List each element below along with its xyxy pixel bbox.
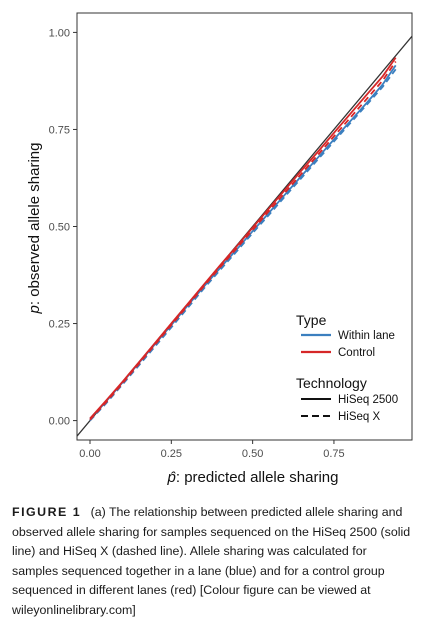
x-tick-label: 0.50	[242, 448, 263, 460]
legend-type-title: Type	[296, 312, 327, 328]
x-tick-label: 0.75	[323, 448, 344, 460]
x-axis: 0.00 0.25 0.50 0.75	[79, 440, 345, 460]
legend-label-control: Control	[338, 347, 375, 359]
figure-caption-text: (a) The relationship between predicted a…	[12, 505, 411, 617]
x-axis-symbol: p̂	[167, 469, 177, 486]
y-tick-label: 0.75	[49, 124, 70, 136]
series-lines	[77, 35, 412, 438]
legend-label-hiseq-2500: HiSeq 2500	[338, 394, 398, 406]
y-axis-title: p: observed allele sharing	[26, 143, 43, 315]
x-tick-label: 0.00	[79, 448, 100, 460]
y-tick-label: 0.25	[49, 319, 70, 331]
x-tick-label: 0.25	[161, 448, 182, 460]
figure-label: FIGURE 1	[12, 505, 82, 519]
x-axis-label: : predicted allele sharing	[176, 469, 339, 486]
y-tick-label: 0.50	[49, 222, 70, 234]
series-line-control-hiseq-x	[89, 60, 397, 421]
series-line-within-lane-hiseq-x	[89, 68, 397, 422]
y-axis-label: : observed allele sharing	[26, 143, 43, 306]
y-tick-label: 0.00	[49, 416, 70, 428]
legend-label-hiseq-x: HiSeq X	[338, 411, 381, 423]
x-axis-title: p̂: predicted allele sharing	[167, 469, 339, 486]
legend: Type Within lane Control Technology HiSe…	[296, 312, 398, 423]
legend-technology-title: Technology	[296, 375, 367, 391]
series-line-control-hiseq-2500	[89, 57, 397, 420]
chart: 0.00 0.25 0.50 0.75 0.00 0.25 0.50 0.75 1.00 p̂…	[26, 12, 413, 486]
y-axis-symbol: p	[26, 305, 43, 314]
figure-caption: FIGURE 1 (a) The relationship between pr…	[12, 503, 412, 620]
legend-label-within-lane: Within lane	[338, 330, 395, 342]
y-axis: 0.00 0.25 0.50 0.75 1.00	[49, 27, 77, 428]
y-tick-label: 1.00	[49, 27, 70, 39]
